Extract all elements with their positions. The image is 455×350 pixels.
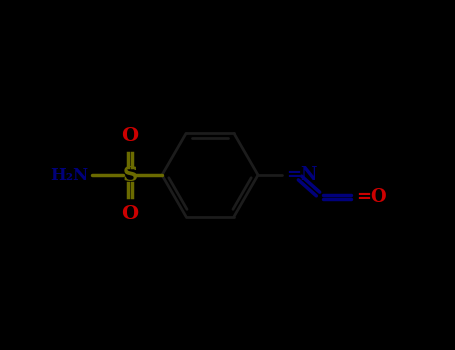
Text: O: O	[121, 127, 139, 145]
Text: H₂N: H₂N	[50, 167, 88, 183]
Text: S: S	[122, 165, 137, 185]
Text: O: O	[121, 205, 139, 223]
Text: =N: =N	[286, 166, 318, 184]
Text: =O: =O	[356, 188, 387, 206]
